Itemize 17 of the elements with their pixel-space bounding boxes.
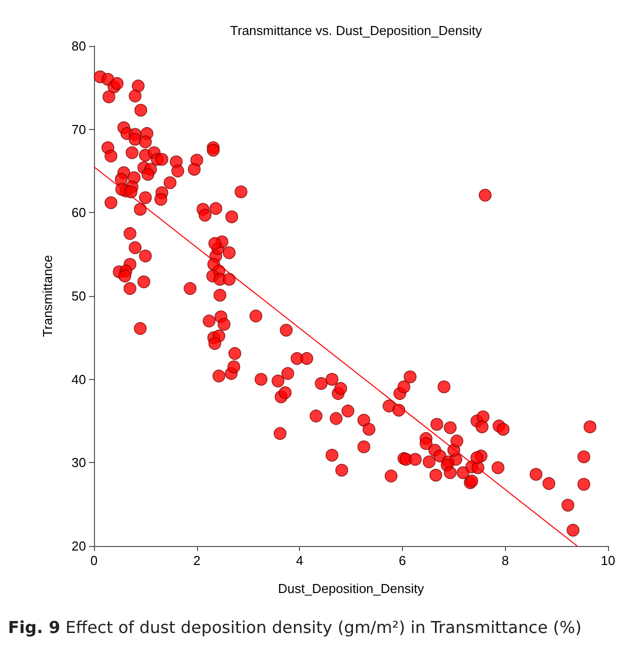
caption: Fig. 9 Effect of dust deposition density (gm/m²) in Transmittance (%): [8, 618, 583, 637]
x-tick-label: 2: [193, 553, 200, 568]
y-tick-label: 50: [72, 288, 86, 304]
y-tick-label: 80: [72, 38, 86, 54]
y-tick-label: 30: [72, 455, 86, 470]
y-tick-label: 60: [72, 205, 86, 220]
y-tick-label: 20: [72, 538, 86, 554]
x-tick-label: 4: [296, 553, 304, 568]
x-axis-title: Dust_Deposition_Density: [278, 581, 424, 596]
y-tick-label: 40: [72, 372, 86, 387]
x-tick-label: 0: [90, 553, 98, 568]
x-tick-label: 6: [398, 553, 406, 568]
x-tick-label: 10: [600, 553, 616, 568]
x-tick-label: 8: [502, 553, 509, 568]
chart-title: Transmittance vs. Dust_Deposition_Density: [230, 23, 482, 38]
y-tick-label: 70: [72, 122, 86, 137]
y-axis-title: Transmittance: [40, 255, 55, 337]
